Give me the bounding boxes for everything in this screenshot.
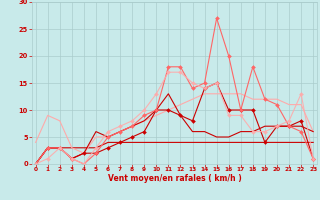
X-axis label: Vent moyen/en rafales ( km/h ): Vent moyen/en rafales ( km/h ) [108, 174, 241, 183]
